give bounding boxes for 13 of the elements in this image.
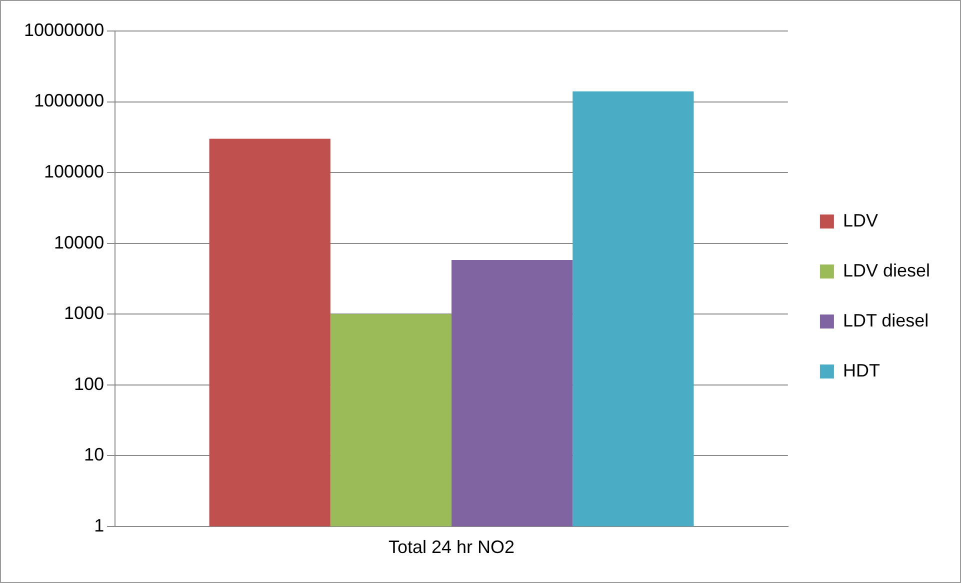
legend-label: LDV	[842, 210, 878, 230]
y-tick-label: 100000	[44, 162, 104, 182]
y-tick-label: 1	[94, 515, 104, 536]
y-tick-label: 10000	[54, 232, 104, 252]
legend-label: LDV diesel	[842, 260, 930, 280]
x-tick-label: Total 24 hr NO2	[388, 537, 515, 558]
y-tick-label: 100	[74, 374, 104, 394]
y-tick-label: 10	[84, 444, 104, 465]
y-tick-label: 1000000	[34, 90, 104, 111]
legend-label: LDT diesel	[842, 310, 929, 330]
y-tick-label: 1000	[64, 303, 104, 324]
y-tick-label: 10000000	[24, 20, 104, 40]
legend-label: HDT	[842, 360, 880, 380]
